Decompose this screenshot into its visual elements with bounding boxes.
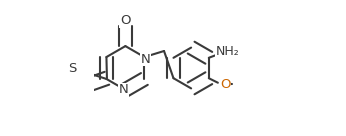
Text: N: N	[118, 83, 128, 96]
Text: NH₂: NH₂	[216, 45, 239, 58]
Text: O: O	[120, 14, 131, 27]
Text: N: N	[141, 53, 151, 66]
Text: O: O	[220, 78, 231, 91]
Text: S: S	[69, 62, 77, 75]
